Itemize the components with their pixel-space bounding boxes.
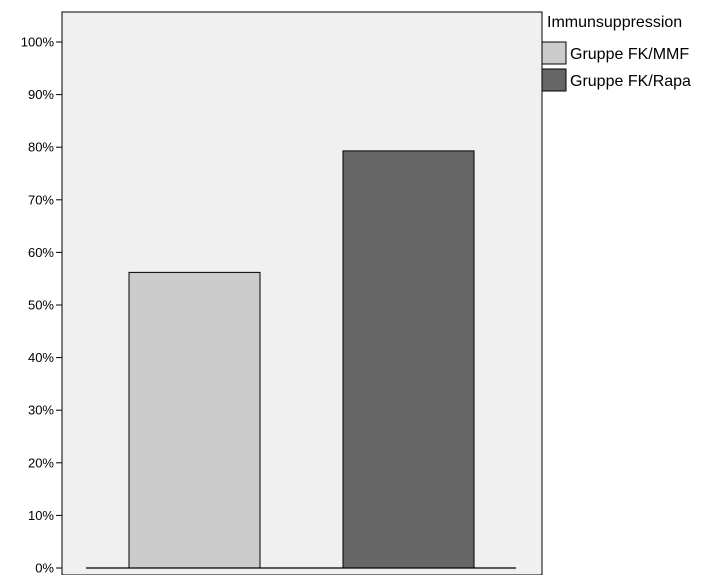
legend-label: Gruppe FK/Rapa — [570, 73, 691, 90]
legend-swatch — [541, 68, 567, 92]
legend: Immunsuppression Gruppe FK/MMF Gruppe FK/… — [541, 14, 691, 92]
y-tick-label: 100% — [21, 35, 55, 50]
bars — [128, 150, 475, 569]
y-tick-label: 40% — [28, 350, 54, 365]
legend-label: Gruppe FK/MMF — [570, 46, 689, 63]
y-axis: 0% 10% 20% 30% 40% 50% 60% 70% 80% 90% 100% — [21, 35, 62, 575]
y-tick-label: 90% — [28, 87, 54, 102]
y-tick-label: 60% — [28, 245, 54, 260]
y-tick-label: 20% — [28, 455, 54, 470]
bar-1 — [128, 271, 261, 569]
y-tick-label: 30% — [28, 403, 54, 418]
legend-title: Immunsuppression — [547, 14, 682, 31]
y-tick-label: 50% — [28, 298, 54, 313]
legend-swatch — [541, 41, 567, 65]
y-tick-label: 70% — [28, 192, 54, 207]
bar-2 — [342, 150, 475, 569]
y-tick-label: 0% — [35, 561, 54, 575]
y-tick-label: 10% — [28, 508, 54, 523]
y-tick-label: 80% — [28, 140, 54, 155]
